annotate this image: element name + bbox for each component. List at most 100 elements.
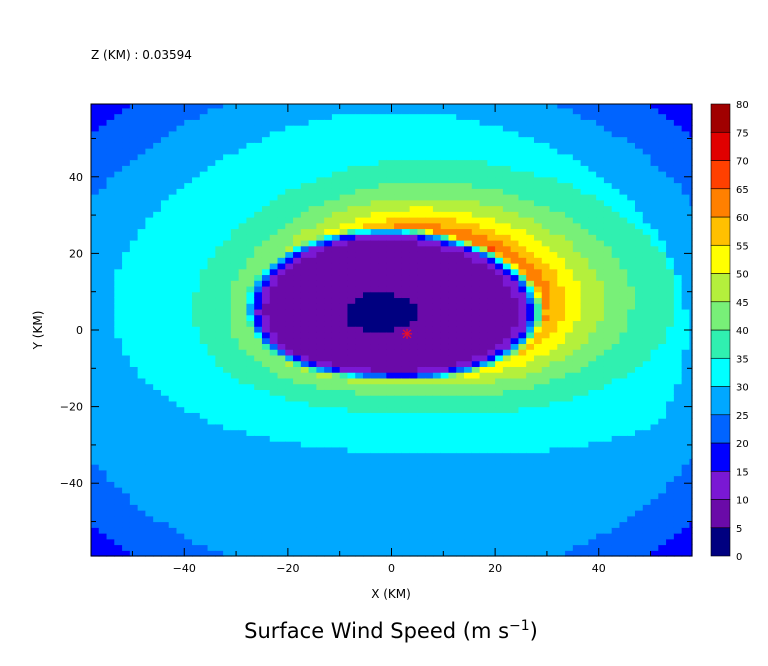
contour-cell [168,285,178,293]
contour-cell [487,435,496,442]
contour-cell [91,521,100,528]
contour-cell [153,521,162,528]
contour-cell [269,285,279,293]
contour-cell [401,176,411,184]
contour-cell [300,234,310,241]
contour-cell [129,343,139,350]
contour-cell [223,280,232,287]
contour-cell [363,337,372,345]
contour-cell [565,510,574,517]
contour-cell [487,107,496,115]
contour-cell [510,153,520,161]
contour-cell [370,165,380,172]
contour-cell [432,320,442,327]
contour-cell [308,435,317,442]
contour-cell [215,182,224,189]
contour-cell [153,262,162,270]
contour-cell [184,544,193,551]
contour-cell [502,205,512,212]
contour-cell [378,377,387,385]
contour-cell [339,349,349,356]
contour-cell [98,159,108,166]
contour-cell [557,360,566,367]
contour-cell [261,130,271,138]
contour-cell [440,406,450,413]
contour-cell [471,274,481,281]
contour-cell [425,268,434,276]
contour-cell [339,153,349,161]
contour-cell [495,418,504,425]
contour-cell [386,395,395,402]
contour-cell [386,481,395,488]
contour-cell [432,331,442,339]
contour-cell [386,544,395,551]
contour-cell [409,194,418,201]
contour-cell [137,538,146,546]
contour-cell [440,412,450,419]
contour-cell [168,274,178,281]
contour-cell [199,142,209,149]
contour-cell [378,217,387,224]
contour-cell [129,291,139,299]
contour-cell [176,251,185,258]
contour-cell [192,113,201,120]
contour-cell [192,194,201,201]
contour-cell [145,418,154,425]
contour-cell [409,498,418,505]
contour-cell [207,331,216,339]
contour-cell [277,521,286,528]
contour-cell [432,274,442,281]
contour-cell [137,245,146,253]
contour-cell [565,176,574,184]
contour-cell [464,435,473,442]
contour-cell [363,372,372,379]
contour-cell [432,435,442,442]
contour-cell [565,234,574,241]
contour-cell [285,527,294,534]
contour-cell [386,171,395,178]
contour-cell [277,452,286,459]
contour-cell [464,464,473,471]
contour-cell [324,538,333,546]
contour-cell [394,487,403,494]
contour-cell [510,228,520,235]
contour-cell [223,239,232,247]
contour-cell [324,418,333,425]
contour-cell [355,400,364,408]
contour-cell [238,314,248,322]
contour-cell [401,205,411,212]
contour-cell [254,297,263,304]
contour-cell [370,360,380,367]
contour-cell [145,337,154,345]
contour-cell [510,142,520,149]
contour-cell [199,395,209,402]
contour-cell [549,176,558,184]
contour-cell [300,395,310,402]
contour-cell [425,372,434,379]
contour-cell [331,423,341,431]
contour-cell [215,504,224,511]
contour-cell [207,308,216,316]
contour-cell [192,148,201,155]
contour-cell [549,262,558,270]
contour-cell [409,383,418,390]
contour-cell [479,251,488,258]
contour-cell [293,395,302,402]
contour-cell [215,492,224,500]
contour-cell [91,217,100,224]
contour-cell [114,406,123,413]
contour-cell [176,418,185,425]
contour-cell [269,469,279,477]
contour-cell [339,395,349,402]
contour-cell [471,142,481,149]
contour-cell [549,205,558,212]
contour-cell [199,446,209,454]
contour-cell [230,285,240,293]
contour-cell [230,418,240,425]
contour-cell [331,113,341,120]
contour-cell [448,326,457,333]
contour-cell [269,326,279,333]
contour-cell [331,354,341,362]
contour-cell [106,395,115,402]
contour-cell [448,104,457,109]
